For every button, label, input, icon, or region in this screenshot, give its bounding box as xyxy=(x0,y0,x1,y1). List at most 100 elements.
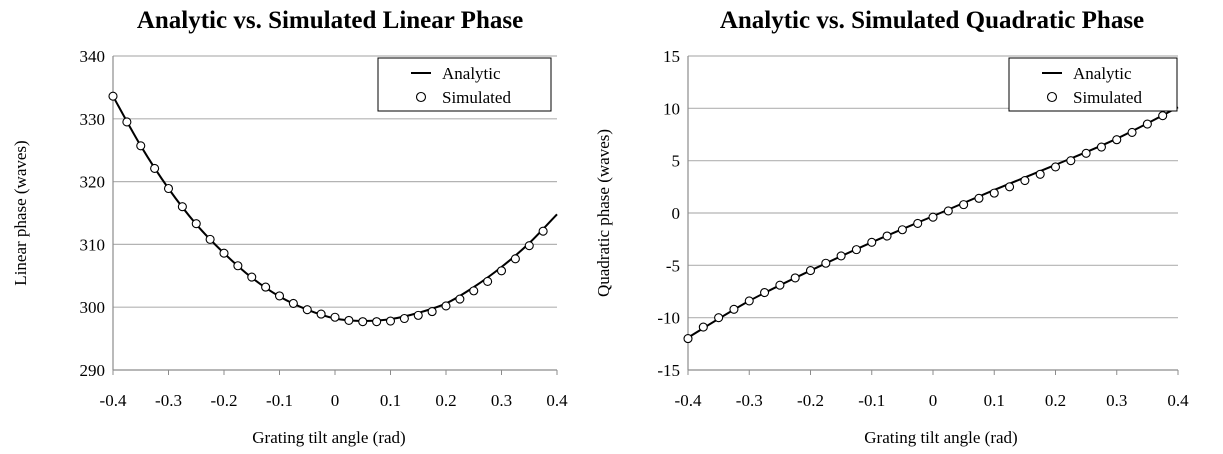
linear-simulated-point xyxy=(330,312,340,322)
linear-simulated-point xyxy=(524,241,534,251)
linear-simulated-point xyxy=(441,301,451,311)
quadratic-y-tick-label: 15 xyxy=(663,47,680,66)
linear-simulated-point xyxy=(358,317,368,327)
quadratic-simulated-point xyxy=(729,304,739,314)
quadratic-simulated-point xyxy=(744,296,754,306)
linear-x-tick-label: -0.4 xyxy=(100,391,127,410)
quadratic-simulated-point xyxy=(1112,135,1122,145)
linear-y-tick-label: 290 xyxy=(80,361,106,380)
quadratic-simulated-point xyxy=(913,218,923,229)
linear-x-tick-label: 0.2 xyxy=(435,391,456,410)
quadratic-simulated-point xyxy=(805,266,816,276)
linear-legend-simulated-label: Simulated xyxy=(442,88,511,107)
linear-x-axis-label: Grating tilt angle (rad) xyxy=(252,428,405,447)
quadratic-simulated-point xyxy=(928,212,938,222)
quadratic-x-tick-label: -0.1 xyxy=(858,391,885,410)
linear-legend-box xyxy=(377,57,552,112)
linear-simulated-point xyxy=(163,183,174,194)
quadratic-simulated-point xyxy=(897,225,907,235)
quadratic-simulated-point xyxy=(698,322,708,332)
quadratic-simulated-point xyxy=(1158,111,1168,121)
quadratic-legend-analytic-label: Analytic xyxy=(1073,64,1132,83)
quadratic-simulated-point xyxy=(989,188,999,198)
quadratic-simulated-point xyxy=(1035,169,1045,179)
quadratic-simulated-point xyxy=(1005,182,1015,192)
linear-simulated-point xyxy=(316,309,326,319)
linear-simulated-point xyxy=(510,254,520,264)
linear-y-tick-label: 300 xyxy=(80,298,106,317)
quadratic-x-tick-label: 0.3 xyxy=(1106,391,1127,410)
quadratic-simulated-point xyxy=(1127,127,1137,137)
linear-x-tick-label: 0 xyxy=(331,391,340,410)
quadratic-simulated-point xyxy=(775,280,785,290)
linear-simulated-point xyxy=(538,226,548,236)
quadratic-y-tick-label: 10 xyxy=(663,99,680,118)
linear-simulated-point xyxy=(122,117,132,127)
quadratic-chart-title: Analytic vs. Simulated Quadratic Phase xyxy=(720,7,1144,34)
linear-simulated-point xyxy=(261,282,271,292)
quadratic-simulated-point xyxy=(836,251,846,261)
linear-chart-title: Analytic vs. Simulated Linear Phase xyxy=(137,7,523,34)
quadratic-simulated-point xyxy=(714,313,724,323)
quadratic-y-tick-label: 5 xyxy=(672,152,681,171)
linear-simulated-point xyxy=(399,313,409,324)
linear-simulated-point xyxy=(108,91,118,101)
quadratic-x-axis-label: Grating tilt angle (rad) xyxy=(864,428,1017,447)
linear-y-tick-label: 310 xyxy=(80,235,106,254)
linear-simulated-point xyxy=(219,248,229,258)
linear-x-tick-label: -0.1 xyxy=(266,391,293,410)
quadratic-x-tick-label: 0.1 xyxy=(984,391,1005,410)
linear-y-tick-label: 340 xyxy=(80,47,106,66)
linear-x-tick-label: 0.4 xyxy=(546,391,568,410)
linear-simulated-point xyxy=(455,294,465,304)
linear-simulated-point xyxy=(427,307,437,317)
quadratic-x-tick-label: -0.2 xyxy=(797,391,824,410)
linear-legend-marker-swatch xyxy=(415,91,427,103)
quadratic-simulated-point xyxy=(1081,148,1091,158)
linear-simulated-point xyxy=(191,219,201,229)
quadratic-x-tick-label: -0.4 xyxy=(675,391,702,410)
linear-simulated-point xyxy=(496,266,507,276)
quadratic-simulated-point xyxy=(867,237,877,247)
quadratic-y-axis-label: Quadratic phase (waves) xyxy=(594,129,613,297)
linear-simulated-point xyxy=(302,305,312,315)
linear-simulated-point xyxy=(177,202,187,212)
quadratic-y-tick-label: 0 xyxy=(672,204,681,223)
linear-simulated-point xyxy=(385,316,396,326)
quadratic-simulated-point xyxy=(790,273,800,283)
quadratic-x-tick-label: -0.3 xyxy=(736,391,763,410)
linear-simulated-point xyxy=(274,291,285,301)
quadratic-simulated-point xyxy=(1050,162,1061,172)
quadratic-x-tick-label: 0 xyxy=(929,391,938,410)
linear-simulated-point xyxy=(288,298,298,308)
quadratic-simulated-point xyxy=(959,200,969,210)
quadratic-simulated-point xyxy=(821,258,831,268)
linear-simulated-point xyxy=(205,234,215,244)
linear-simulated-point xyxy=(344,315,354,325)
quadratic-x-tick-label: 0.2 xyxy=(1045,391,1066,410)
quadratic-y-tick-label: -15 xyxy=(657,361,680,380)
quadratic-simulated-point xyxy=(851,245,861,255)
linear-simulated-point xyxy=(469,286,479,296)
quadratic-simulated-point xyxy=(1020,176,1030,186)
linear-simulated-point xyxy=(247,272,257,282)
linear-x-tick-label: 0.1 xyxy=(380,391,401,410)
linear-simulated-point xyxy=(413,310,423,320)
quadratic-simulated-point xyxy=(683,334,693,344)
quadratic-y-tick-label: -5 xyxy=(666,256,680,275)
quadratic-simulated-point xyxy=(1096,142,1106,152)
linear-simulated-point xyxy=(372,317,382,327)
linear-x-tick-label: -0.3 xyxy=(155,391,182,410)
linear-simulated-point xyxy=(483,276,493,287)
quadratic-simulated-point xyxy=(943,206,953,216)
quadratic-y-tick-label: -10 xyxy=(657,309,680,328)
linear-legend-analytic-label: Analytic xyxy=(442,64,501,83)
linear-y-axis-label: Linear phase (waves) xyxy=(11,140,30,285)
linear-x-tick-label: -0.2 xyxy=(211,391,238,410)
linear-simulated-point xyxy=(136,141,146,151)
quadratic-analytic-line xyxy=(687,106,1179,339)
quadratic-simulated-point xyxy=(974,193,984,203)
quadratic-simulated-point xyxy=(760,287,770,298)
linear-x-tick-label: 0.3 xyxy=(491,391,512,410)
